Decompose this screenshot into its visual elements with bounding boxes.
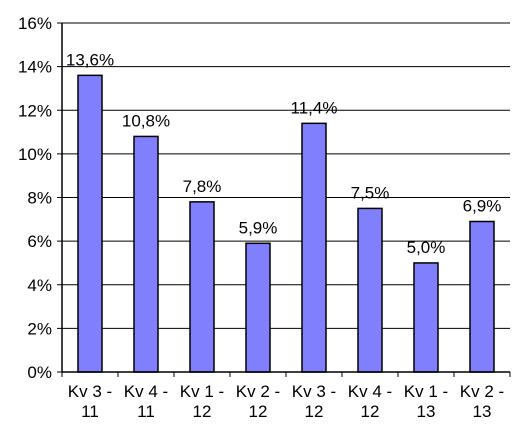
bar [301,122,327,373]
data-label: 7,5% [351,183,390,202]
category-label: Kv 4 -12 [348,382,392,421]
category-label: Kv 3 -12 [292,382,336,421]
y-tick-label: 6% [27,232,52,251]
category-label: Kv 1 -12 [180,382,224,421]
y-tick-label: 16% [18,14,52,33]
y-axis-ticks: 0% 2% 4% 6% 8% 10% 12% 14% 16% [18,14,62,382]
y-tick-label: 2% [27,319,52,338]
data-label: 5,0% [407,238,446,257]
bar [133,135,159,373]
gridlines [62,22,510,329]
data-label: 13,6% [66,50,114,69]
x-axis-categories: Kv 3 -11 Kv 4 -11 Kv 1 -12 Kv 2 -12 Kv 3 -12… [68,382,504,421]
bar [245,242,271,373]
category-label: Kv 2 -12 [236,382,280,421]
category-label: Kv 2 -13 [460,382,504,421]
bar [357,207,383,373]
category-label: Kv 4 -11 [124,382,168,421]
category-label: Kv 3 -11 [68,382,112,421]
y-tick-label: 0% [27,363,52,382]
bar [77,74,103,373]
y-tick-label: 4% [27,276,52,295]
y-tick-label: 12% [18,101,52,120]
bars [77,74,495,373]
data-labels: 13,6% 10,8% 7,8% 5,9% 11,4% 7,5% 5,0% 6,9% [66,50,501,257]
y-tick-label: 8% [27,189,52,208]
bar [413,262,439,373]
axes [61,23,511,377]
data-label: 5,9% [239,218,278,237]
data-label: 10,8% [122,111,170,130]
y-tick-label: 14% [18,58,52,77]
data-label: 7,8% [183,177,222,196]
bar [189,201,215,373]
y-tick-label: 10% [18,145,52,164]
bar [469,220,495,373]
data-label: 11,4% [291,98,338,117]
category-label: Kv 1 -13 [404,382,448,421]
data-label: 6,9% [463,196,502,215]
